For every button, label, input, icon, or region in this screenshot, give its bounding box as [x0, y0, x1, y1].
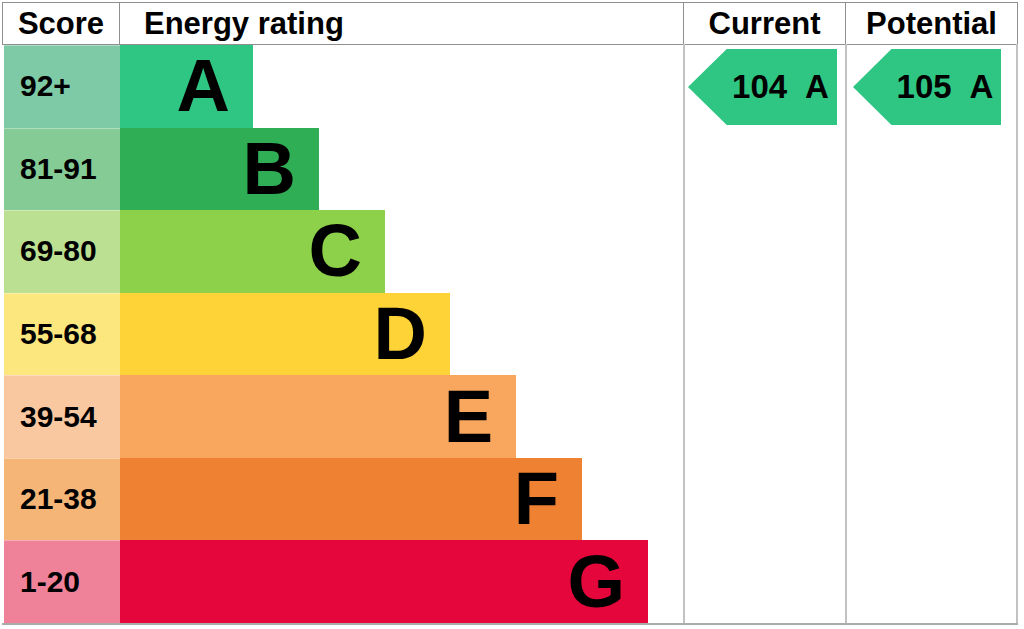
score-range-cell: 69-80	[4, 210, 120, 293]
rating-bar: D	[120, 293, 450, 376]
header-current: Current	[683, 2, 846, 45]
rating-bar: B	[120, 128, 319, 211]
score-range-cell: 21-38	[4, 458, 120, 541]
score-range-label: 92+	[20, 69, 71, 103]
potential-rating-value: 105	[897, 68, 952, 106]
potential-rating-band: A	[970, 68, 994, 106]
column-divider-current	[683, 44, 685, 624]
rating-row: 21-38 F	[0, 458, 1024, 541]
score-range-label: 81-91	[20, 152, 97, 186]
score-range-cell: 81-91	[4, 128, 120, 211]
score-range-label: 39-54	[20, 400, 97, 434]
score-range-cell: 1-20	[4, 540, 120, 623]
rating-row: 1-20 G	[0, 540, 1024, 623]
table-bottom-border	[2, 623, 1018, 625]
column-divider-potential	[845, 44, 847, 624]
rating-row: 39-54 E	[0, 375, 1024, 458]
score-range-cell: 39-54	[4, 375, 120, 458]
epc-rating-chart: Score Energy rating Current Potential 92…	[0, 0, 1024, 629]
current-rating-band: A	[805, 68, 829, 106]
score-range-cell: 55-68	[4, 293, 120, 376]
score-range-label: 55-68	[20, 317, 97, 351]
score-range-label: 1-20	[20, 565, 80, 599]
score-range-cell: 92+	[4, 45, 120, 128]
band-letter: A	[177, 49, 230, 123]
band-letter: C	[309, 214, 362, 288]
rating-bar: F	[120, 458, 582, 541]
rating-bar: G	[120, 540, 648, 623]
header-potential: Potential	[845, 2, 1018, 45]
rating-row: 81-91 B	[0, 128, 1024, 211]
rating-bar: C	[120, 210, 385, 293]
score-range-label: 21-38	[20, 482, 97, 516]
score-range-label: 69-80	[20, 234, 97, 268]
band-letter: D	[374, 297, 427, 371]
header-score: Score	[2, 2, 120, 45]
rating-bar: E	[120, 375, 516, 458]
rating-bar: A	[120, 45, 253, 128]
rating-row: 69-80 C	[0, 210, 1024, 293]
band-letter: E	[444, 380, 493, 454]
header-energy-rating: Energy rating	[119, 2, 684, 45]
band-letter: G	[567, 545, 625, 619]
rating-row: 55-68 D	[0, 293, 1024, 376]
current-rating-value: 104	[732, 68, 787, 106]
band-letter: B	[243, 132, 296, 206]
band-letter: F	[514, 462, 559, 536]
table-right-border	[1016, 44, 1018, 624]
